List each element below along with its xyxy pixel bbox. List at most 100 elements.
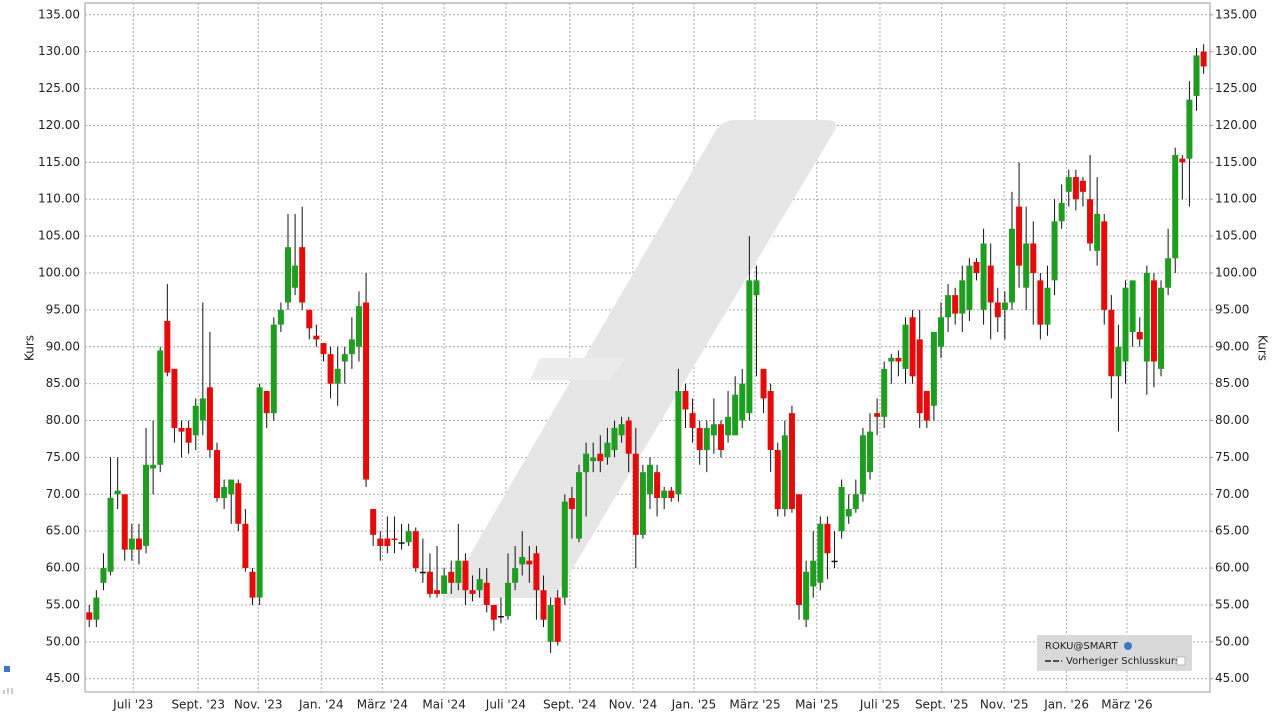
x-tick-label: Nov. '24 [609,698,658,712]
candle-body [753,280,760,296]
candle-body [150,464,157,469]
corner-icon [3,666,13,694]
candle-body [348,339,355,355]
candle-body [135,538,142,550]
candle-body [888,357,895,362]
y-tick-label: 130.00 [38,44,80,58]
y-tick-label: 125.00 [38,81,80,95]
y2-tick-label: 45.00 [1215,671,1249,685]
x-tick-label: Juli '25 [859,698,900,712]
candle-body [235,483,242,524]
candle-body [1150,280,1157,362]
candle-body [377,538,384,546]
candle-body [576,472,583,539]
candle-body [1136,332,1143,340]
y2-tick-label: 65.00 [1215,524,1249,538]
candle-body [128,538,135,550]
y2-tick-label: 95.00 [1215,302,1249,316]
candle-body [881,368,888,417]
y-tick-label: 45.00 [46,671,80,685]
x-tick-label: Juli '23 [112,698,153,712]
legend-icon [1124,642,1132,650]
candle-body [788,413,795,510]
candle-body [1079,180,1086,192]
candle-body [916,339,923,414]
candle-body [448,571,455,583]
candle-body [1087,199,1094,244]
candle-body [93,597,100,620]
candle-body [214,450,221,498]
candle-body [249,571,256,598]
candle-body [973,261,980,273]
candle-body [661,490,668,498]
candle-body [654,472,661,498]
y-tick-label: 115.00 [38,155,80,169]
candle-body [923,391,930,421]
y-tick-label: 70.00 [46,487,80,501]
legend-entry: ROKU@SMART [1045,641,1118,652]
legend-box [1037,635,1192,671]
candle-body [845,509,852,517]
candle-body [540,590,547,620]
candle-body [902,324,909,369]
candle-body [284,247,291,303]
candle-body [1001,302,1008,310]
x-tick-label: Nov. '25 [980,698,1029,712]
legend-checkbox[interactable] [1176,656,1186,666]
candle-body [292,265,299,288]
candle-body [363,302,370,480]
y-tick-label: 95.00 [46,302,80,316]
candle-body [966,265,973,310]
candle-body [852,494,859,510]
candle-body [1051,221,1058,281]
candle-body [370,509,377,535]
y2-tick-label: 125.00 [1215,81,1257,95]
candle-body [980,243,987,310]
y2-tick-label: 70.00 [1215,487,1249,501]
x-tick-label: Jan. '25 [671,698,717,712]
candle-body [1094,213,1101,251]
candle-body [1143,272,1150,362]
candle-body [199,398,206,421]
y-tick-label: 90.00 [46,339,80,353]
candle-body [185,427,192,443]
candle-body [398,542,405,544]
candle-body [505,582,512,617]
candle-body [455,560,462,583]
candle-body [490,604,497,620]
candle-body [796,494,803,605]
y2-tick-label: 120.00 [1215,118,1257,132]
candle-body [838,486,845,532]
y2-tick-label: 80.00 [1215,413,1249,427]
candle-body [646,464,653,495]
candle-body [725,416,732,436]
candle-body [994,302,1001,318]
candle-body [895,357,902,362]
candle-body [568,497,575,510]
candle-body [320,343,327,355]
candle-body [1101,221,1108,310]
candle-body [561,501,568,598]
candle-body [242,523,249,569]
candle-body [831,560,838,563]
candle-body [86,612,93,620]
candle-body [334,368,341,384]
candle-body [206,387,213,451]
y-tick-label: 135.00 [38,7,80,21]
candle-body [313,335,320,340]
x-tick-label: März '24 [357,698,408,712]
candle-body [909,317,916,377]
x-tick-label: Sept. '25 [915,698,969,712]
candle-body [256,387,263,598]
x-tick-label: März '25 [729,698,780,712]
candle-body [143,464,150,546]
candle-body [384,538,391,546]
candle-body [604,442,611,458]
candle-body [625,420,632,454]
candle-body [732,394,739,436]
candle-body [533,553,540,591]
y-tick-label: 80.00 [46,413,80,427]
candle-body [803,571,810,620]
candle-body [519,557,526,565]
